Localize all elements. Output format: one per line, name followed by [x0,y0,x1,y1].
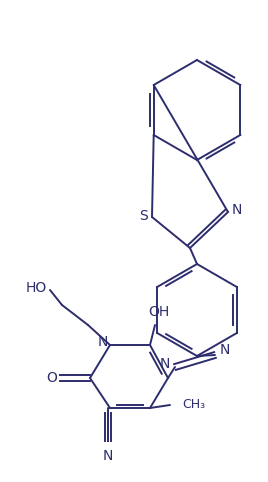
Text: N: N [98,335,108,349]
Text: S: S [139,209,147,223]
Text: N: N [160,357,170,371]
Text: OH: OH [148,305,170,319]
Text: N: N [220,343,230,357]
Text: O: O [47,371,57,385]
Text: N: N [232,203,242,217]
Text: CH₃: CH₃ [183,398,206,411]
Text: HO: HO [25,281,47,295]
Text: N: N [103,449,113,463]
